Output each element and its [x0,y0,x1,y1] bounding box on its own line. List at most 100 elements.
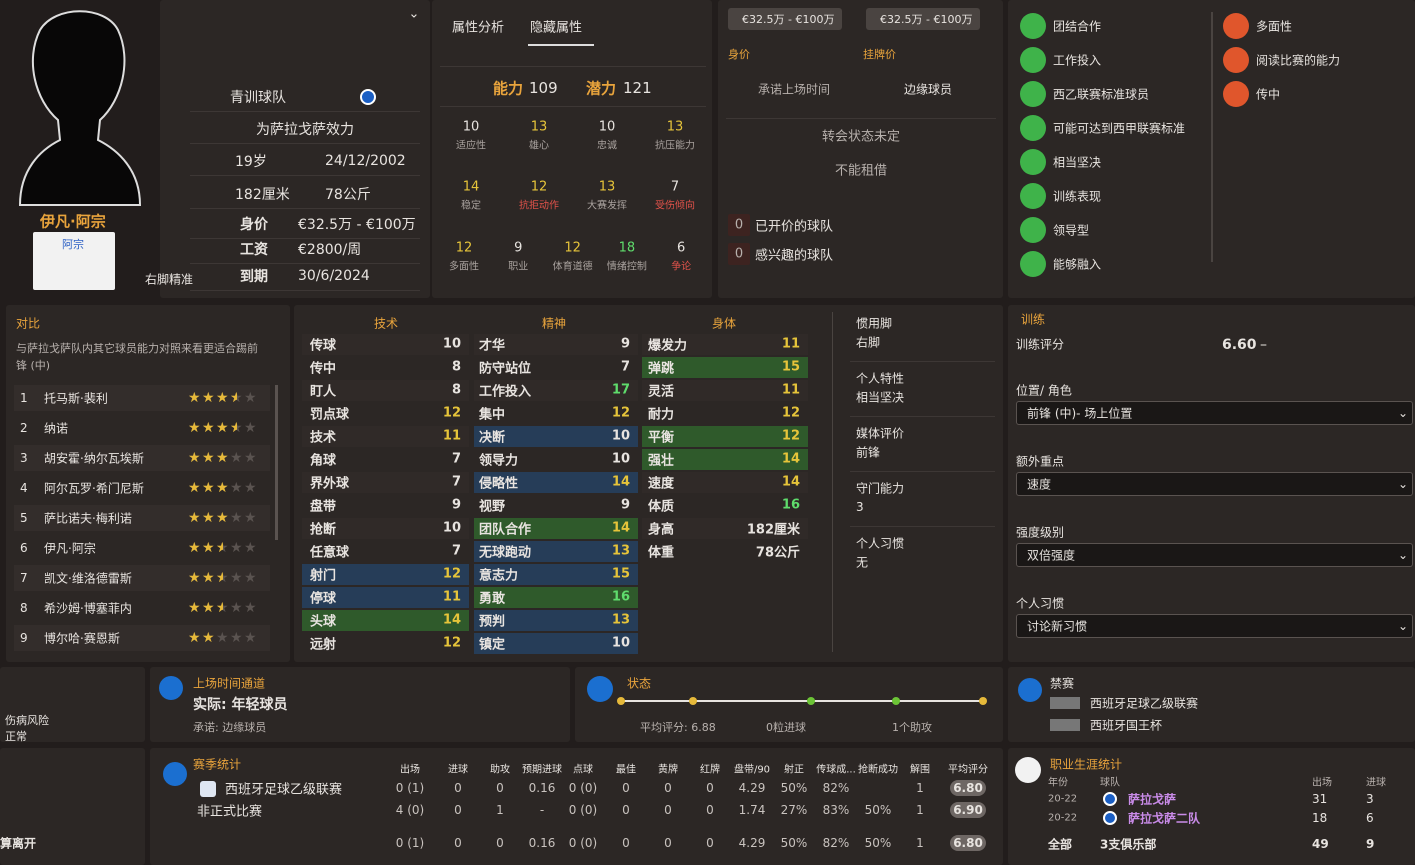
hidden-attr-label: 稳定 [461,200,481,212]
stat-cell: 0 [706,836,714,850]
star: ★ [244,540,257,556]
star: ★ [230,390,243,406]
hidden-attr-value: 10 [598,119,616,135]
attr-value: 10 [611,428,630,444]
stat-cell: 82% [822,781,850,795]
attr-value: 9 [620,497,630,513]
trait-label: 工作投入 [1053,53,1102,68]
hidden-attr-value: 12 [530,179,548,195]
count-label: 感兴趣的球队 [755,248,834,264]
dropdown[interactable] [1016,614,1413,638]
side-value: 相当坚决 [856,390,905,405]
info-text: 19岁 [235,154,267,170]
attr-label: 传球 [310,338,337,354]
group-title: 技术 [373,316,399,331]
star: ★ [188,390,201,406]
divider [850,361,995,362]
side-label: 个人习惯 [856,536,905,551]
career-cell: 萨拉戈萨 [1128,792,1177,807]
star-rating: ★ ★ ★ ★ ★ ★ ★ ★ [188,570,258,586]
player: 纳诺 [44,421,69,436]
hidden-attr-value: 13 [666,119,684,135]
career-header: 出场 [1312,777,1332,789]
trait-icon [1223,47,1249,73]
panel [0,748,145,865]
attr-value: 11 [781,382,800,398]
scrollbar [275,385,278,540]
attr-label: 勇敢 [479,591,506,607]
info-text: 182厘米 [235,187,290,203]
dropdown-label: 个人习惯 [1016,596,1065,611]
attr-value: 7 [620,359,630,375]
star-fill: ★ [188,450,201,466]
attr-value: 11 [442,428,461,444]
season-title[interactable]: 赛季统计 [193,757,242,772]
star: ★ [188,540,201,556]
playing-time-title[interactable]: 上场时间通道 [193,676,266,691]
side-label: 媒体评价 [856,426,905,441]
attr-value: 14 [442,612,461,628]
dropdown[interactable] [1016,401,1413,425]
attr-label: 射门 [310,568,337,584]
star: ★ [216,450,229,466]
shirt-name: 阿宗 [62,238,84,251]
injury-label: 伤病风险 [5,714,49,727]
star-fill: ★ [202,600,215,616]
competition: 非正式比赛 [197,804,263,820]
attr-value: 7 [451,474,461,490]
attr-value: 14 [611,520,630,536]
panel [1008,748,1415,865]
career-header: 进球 [1366,777,1386,789]
panel [6,305,290,662]
star-fill: ★ [216,450,229,466]
tab[interactable]: 隐藏属性 [530,20,583,36]
count: 0 [734,217,744,233]
star: ★ [216,420,229,436]
hidden-attr-label: 适应性 [456,140,486,152]
panel [150,667,570,742]
star: ★ [244,480,257,496]
rank: 5 [20,511,28,525]
form-title[interactable]: 状态 [627,676,652,691]
star: ★ [216,600,229,616]
stat-header: 助攻 [490,764,510,776]
attr-label: 视野 [479,499,506,515]
star: ★ [188,480,201,496]
training-title[interactable]: 训练 [1021,312,1046,327]
star-fill: ★ [230,390,237,406]
transfer-status: 转会状态未定 [821,129,901,145]
ability-label: 能力 [493,79,524,98]
attr-value: 11 [781,336,800,352]
star: ★ [244,600,257,616]
stat-cell: 0 [706,803,714,817]
attr-value: 8 [451,359,461,375]
star: ★ [216,570,229,586]
stat-header: 红牌 [700,764,720,776]
ban-bar [1050,697,1080,709]
stat-cell: 0 [706,781,714,795]
dropdown[interactable] [1016,472,1413,496]
star-fill: ★ [188,540,201,556]
attr-value: 12 [611,405,630,421]
career-total: 9 [1366,837,1375,851]
menu-chevron[interactable]: ⌄ [408,6,420,22]
tab[interactable]: 属性分析 [452,20,505,36]
dropdown[interactable] [1016,543,1413,567]
form-line [620,700,985,702]
hidden-attr-label: 大赛发挥 [587,200,627,212]
icon [587,676,613,702]
career-title[interactable]: 职业生涯统计 [1050,757,1123,772]
stat-cell: 0.16 [528,781,556,795]
stat-cell: 0 (0) [568,781,598,795]
attr-value: 16 [611,589,630,605]
dropdown-arrow: ⌄ [1397,548,1409,562]
club-icon [1103,811,1117,825]
stat-cell: 0 [622,781,630,795]
shirt [33,232,115,290]
attr-value: 15 [781,359,800,375]
trait-icon [1020,115,1046,141]
attr-label: 头球 [310,614,337,630]
star-rating: ★ ★ ★ ★ ★ ★ ★ ★ ★ [188,390,258,406]
stat-cell: 50% [780,836,808,850]
